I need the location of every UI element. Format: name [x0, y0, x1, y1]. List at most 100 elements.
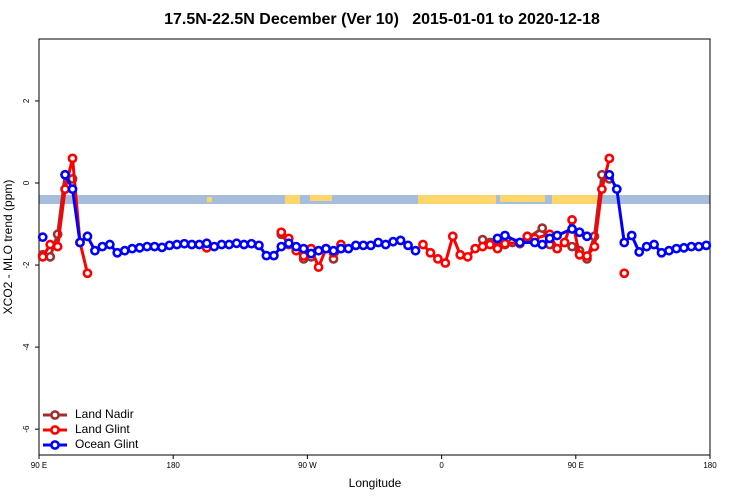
data-point: [589, 241, 600, 252]
ocean-band: [39, 195, 710, 204]
data-point: [470, 243, 481, 254]
data-point: [380, 239, 391, 250]
data-point: [142, 241, 153, 252]
y-tick-label: -4: [22, 343, 31, 351]
data-point: [37, 232, 48, 243]
data-point: [403, 240, 413, 251]
land-band: [500, 195, 545, 202]
data-point: [268, 250, 279, 261]
land-band: [552, 195, 600, 204]
data-point: [373, 237, 384, 248]
x-tick-label: 90 W: [298, 461, 317, 470]
data-point: [567, 224, 577, 234]
legend-label: Ocean Glint: [75, 437, 139, 451]
x-tick-label: 90 E: [31, 461, 47, 470]
data-point: [567, 241, 577, 252]
data-point: [596, 184, 607, 195]
x-tick-label: 90 E: [568, 461, 584, 470]
data-point: [254, 240, 264, 251]
data-point: [45, 239, 56, 250]
data-point: [82, 268, 93, 279]
data-point: [641, 241, 652, 252]
data-point: [686, 241, 697, 252]
data-point: [500, 238, 510, 249]
legend-marker: [50, 410, 60, 420]
data-point: [328, 245, 339, 256]
data-point: [693, 241, 704, 252]
data-point: [298, 243, 309, 254]
legend-label: Land Nadir: [75, 407, 134, 421]
data-point: [164, 240, 175, 251]
data-point: [574, 249, 585, 260]
data-point: [52, 241, 63, 252]
data-point: [60, 169, 70, 180]
data-point: [537, 239, 548, 250]
x-tick-label: 0: [439, 461, 444, 470]
legend-marker: [50, 440, 60, 450]
data-point: [157, 242, 167, 253]
data-point: [559, 237, 570, 248]
data-point: [701, 240, 712, 251]
data-point: [350, 240, 361, 251]
x-tick-label: 180: [167, 461, 181, 470]
data-point: [552, 243, 563, 254]
data-point: [149, 241, 160, 252]
data-point: [216, 239, 227, 250]
data-point: [104, 239, 115, 250]
data-point: [522, 231, 533, 242]
data-point: [246, 238, 257, 249]
data-point: [291, 241, 302, 252]
data-point: [112, 247, 123, 258]
data-point: [492, 243, 503, 254]
data-point: [432, 253, 443, 264]
data-point: [127, 243, 138, 254]
land-band: [207, 197, 212, 202]
data-point: [395, 235, 406, 246]
data-point: [231, 238, 242, 249]
data-point: [37, 251, 48, 262]
legend-label: Land Glint: [75, 422, 130, 436]
data-point: [574, 227, 585, 238]
y-tick-label: -6: [22, 425, 31, 433]
data-point: [544, 233, 555, 244]
data-point: [283, 238, 294, 249]
chart-title: 17.5N-22.5N December (Ver 10) 2015-01-01…: [164, 11, 600, 28]
y-tick-label: -2: [22, 261, 31, 269]
data-point: [447, 231, 458, 242]
data-point: [119, 245, 130, 256]
data-point: [649, 239, 659, 250]
data-point: [201, 238, 212, 249]
land-band: [310, 195, 332, 201]
data-point: [97, 241, 108, 252]
x-tick-label: 180: [703, 461, 717, 470]
data-point: [60, 184, 70, 195]
data-point: [425, 247, 436, 258]
data-point: [276, 241, 287, 252]
data-point: [82, 231, 93, 242]
data-point: [45, 251, 56, 262]
data-point: [552, 230, 563, 241]
data-point: [500, 230, 510, 241]
data-point: [239, 239, 249, 250]
y-tick-label: 0: [22, 180, 31, 185]
data-point: [343, 243, 354, 254]
data-point: [619, 237, 630, 248]
data-point: [582, 231, 592, 242]
data-point: [664, 245, 674, 256]
data-point: [313, 262, 324, 273]
data-point: [186, 239, 197, 250]
data-point: [321, 243, 331, 254]
data-point: [261, 250, 272, 261]
data-point: [67, 184, 78, 195]
data-point: [194, 239, 205, 250]
data-point: [679, 242, 689, 253]
data-point: [529, 237, 540, 248]
data-point: [418, 239, 428, 250]
data-point: [604, 153, 615, 164]
data-point: [626, 230, 637, 241]
data-point: [179, 238, 190, 249]
data-point: [656, 247, 667, 258]
data-point: [492, 233, 503, 244]
